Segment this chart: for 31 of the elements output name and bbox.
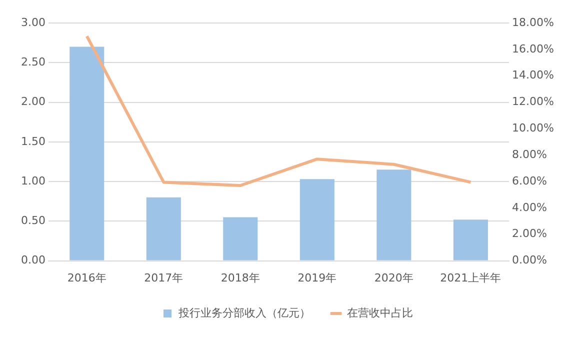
x-tick-label: 2021上半年 [440, 271, 502, 284]
x-tick-label: 2020年 [374, 271, 414, 284]
y2-tick-label: 6.00% [512, 174, 548, 188]
y2-tick-label: 8.00% [512, 148, 548, 161]
y2-tick-label: 2.00% [512, 227, 548, 240]
y-tick-label: 3.00 [20, 16, 46, 29]
y-tick-label: 2.00 [20, 95, 46, 108]
x-tick-label: 2018年 [220, 271, 260, 284]
x-tick-label: 2016年 [67, 271, 106, 284]
y2-tick-label: 18.00% [512, 16, 554, 29]
bar [146, 197, 181, 260]
y2-tick-label: 4.00% [512, 200, 548, 214]
y2-tick-label: 12.00% [512, 95, 554, 108]
bar [376, 170, 412, 260]
y2-tick-label: 0.00% [512, 254, 548, 267]
y-tick-label: 0.50 [20, 214, 46, 228]
y2-tick-label: 10.00% [512, 122, 554, 135]
y-tick-label: 1.50 [20, 134, 46, 148]
bar [70, 46, 104, 260]
bar [300, 179, 334, 260]
legend-label: 在营收中占比 [347, 306, 413, 320]
y2-tick-label: 14.00% [512, 68, 554, 82]
x-tick-label: 2017年 [144, 271, 184, 284]
y2-tick-label: 16.00% [512, 42, 554, 56]
bar [223, 217, 258, 260]
y-tick-label: 0.00 [20, 254, 46, 267]
x-tick-label: 2019年 [298, 271, 337, 284]
bar [453, 220, 488, 260]
y-tick-label: 1.00 [20, 174, 46, 188]
y-tick-label: 2.50 [20, 55, 46, 68]
legend-label: 投行业务分部收入（亿元） [178, 306, 310, 320]
